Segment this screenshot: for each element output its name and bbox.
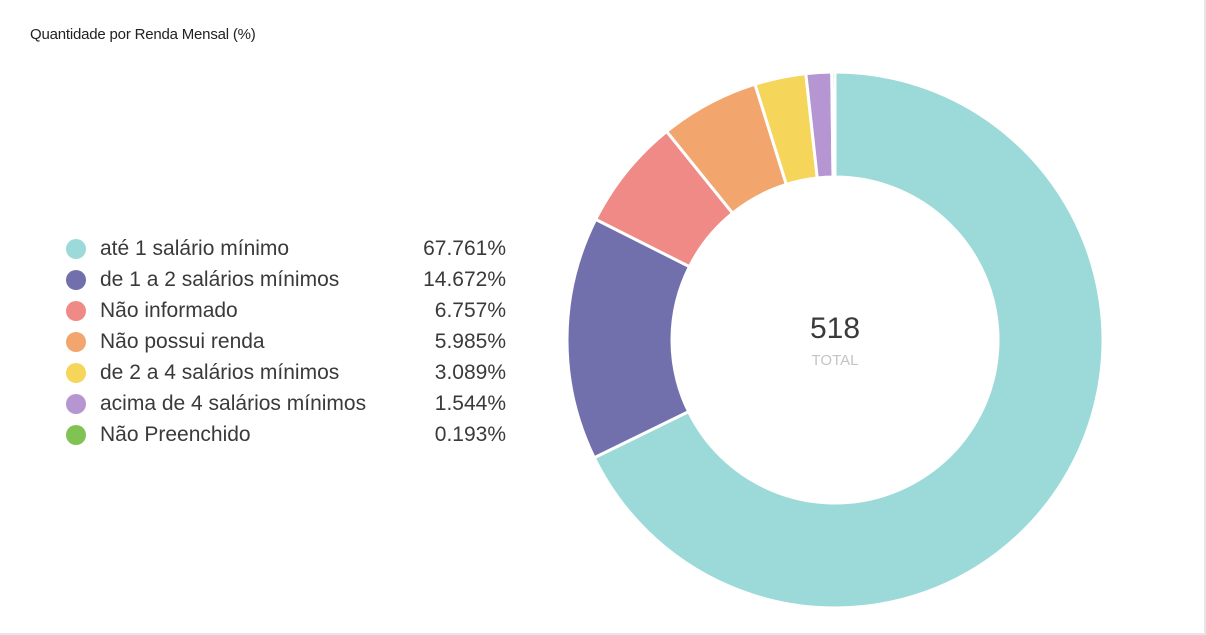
legend-value: 3.089% [434,360,506,384]
legend-marker [66,238,86,259]
legend-value: 5.985% [434,329,506,353]
legend-marker [66,393,86,414]
legend-marker [66,424,86,445]
legend-label: até 1 salário mínimo [100,236,290,260]
legend-value: 6.757% [434,298,506,322]
chart-title: Quantidade por Renda Mensal (%) [30,26,256,43]
legend-label: Não informado [100,298,238,322]
legend-label: Não possui renda [100,329,265,353]
legend-label: de 2 a 4 salários mínimos [100,360,340,384]
legend-value: 67.761% [423,236,506,260]
legend-marker [66,331,86,352]
total-label: TOTAL [812,352,859,369]
legend-item[interactable]: Não informado 6.757% [66,295,506,326]
chart-legend: até 1 salário mínimo 67.761% de 1 a 2 sa… [66,233,506,450]
legend-marker [66,362,86,383]
legend-item[interactable]: de 1 a 2 salários mínimos 14.672% [66,264,506,295]
donut-slices [565,70,1105,610]
legend-label: Não Preenchido [100,422,251,446]
legend-label: acima de 4 salários mínimos [100,391,367,415]
legend-value: 14.672% [423,267,506,291]
legend-item[interactable]: acima de 4 salários mínimos 1.544% [66,388,506,419]
donut-slice[interactable] [592,70,1105,610]
legend-value: 1.544% [434,391,506,415]
legend-item[interactable]: Não possui renda 5.985% [66,326,506,357]
donut-slice[interactable] [830,70,837,179]
legend-value: 0.193% [434,422,506,446]
legend-item[interactable]: até 1 salário mínimo 67.761% [66,233,506,264]
legend-item[interactable]: Não Preenchido 0.193% [66,419,506,450]
total-value: 518 [810,312,860,345]
legend-marker [66,300,86,321]
legend-marker [66,269,86,290]
legend-item[interactable]: de 2 a 4 salários mínimos 3.089% [66,357,506,388]
legend-label: de 1 a 2 salários mínimos [100,267,340,291]
